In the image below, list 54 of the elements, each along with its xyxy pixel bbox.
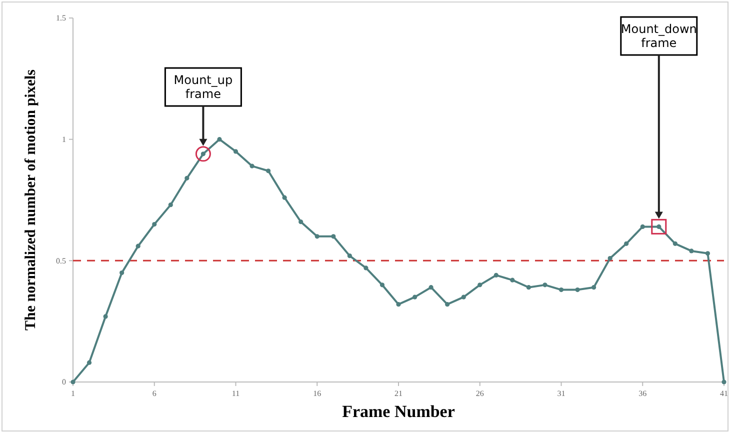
point <box>331 234 336 239</box>
x-tick-label: 26 <box>476 389 484 398</box>
y-axis-title: The normalized number of motion pixels <box>23 69 39 330</box>
point <box>526 285 531 290</box>
point <box>103 314 108 319</box>
point <box>250 164 254 168</box>
x-tick-label: 1 <box>71 389 75 398</box>
point <box>640 224 645 229</box>
point <box>689 248 694 254</box>
point <box>624 241 629 246</box>
y-tick-label: 0.5 <box>56 256 66 266</box>
x-tick-label: 36 <box>638 389 647 398</box>
point <box>136 244 140 248</box>
point <box>396 302 401 307</box>
point <box>217 137 222 142</box>
point <box>558 287 564 292</box>
point <box>152 222 157 227</box>
point <box>120 270 124 276</box>
x-tick-label: 16 <box>313 389 322 398</box>
point <box>510 278 515 282</box>
point <box>347 254 352 258</box>
y-tick-label: 1.5 <box>56 14 66 23</box>
y-tick-label: 1 <box>62 134 66 144</box>
point <box>184 176 190 180</box>
point <box>86 360 92 365</box>
point <box>412 294 418 300</box>
point <box>542 282 548 288</box>
point <box>592 285 596 290</box>
point <box>494 272 498 278</box>
point <box>298 220 304 224</box>
x-tick-label: 6 <box>152 389 156 398</box>
x-tick-label: 21 <box>394 389 402 398</box>
annotation: Mount_down frame <box>620 22 697 50</box>
point <box>705 251 710 256</box>
point <box>608 256 612 261</box>
x-tick-label: 41 <box>720 389 728 398</box>
point <box>168 202 173 208</box>
y-tick-label: 0 <box>62 378 66 387</box>
point <box>478 282 482 288</box>
x-axis-title: Frame Number <box>342 402 456 421</box>
point <box>461 294 466 300</box>
x-tick-label: 11 <box>232 389 240 398</box>
annotation: Mount_up frame <box>174 73 233 101</box>
point <box>428 285 434 290</box>
point <box>266 168 271 174</box>
point <box>364 266 368 270</box>
point <box>445 302 450 307</box>
point <box>314 234 320 239</box>
point <box>233 149 238 154</box>
point <box>282 195 287 200</box>
point <box>672 241 678 246</box>
point <box>575 287 580 292</box>
x-tick-label: 31 <box>557 389 566 398</box>
point <box>380 282 385 288</box>
